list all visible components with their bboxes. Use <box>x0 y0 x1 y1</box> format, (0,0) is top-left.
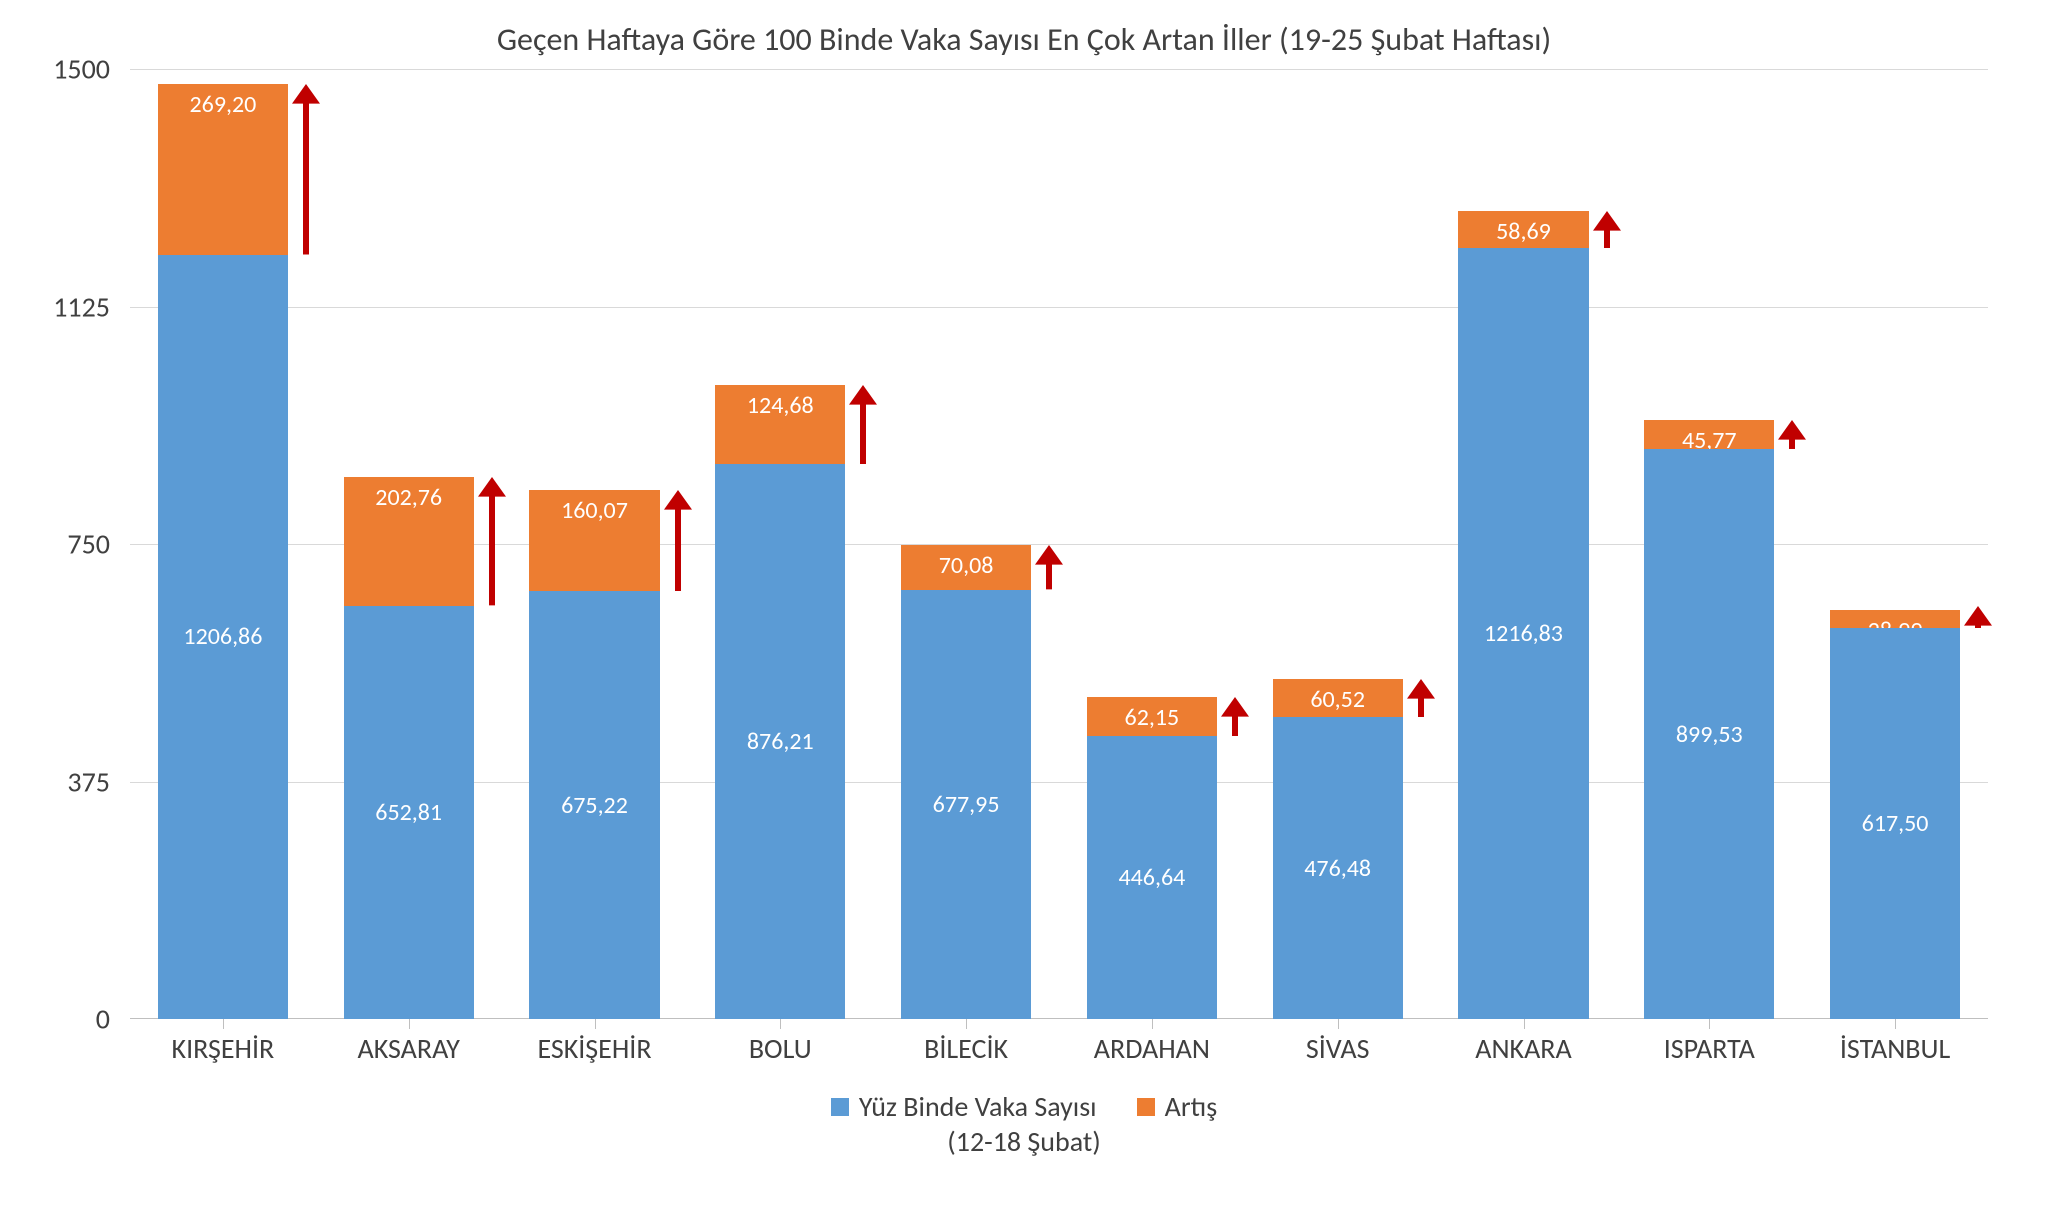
legend-label-increase: Artış <box>1165 1089 1218 1124</box>
bar-stack: 124,68876,21 <box>715 385 845 1019</box>
bar-segment-increase: 62,15 <box>1087 697 1217 736</box>
bar-group: 58,691216,83 <box>1431 69 1617 1019</box>
bars-area: 269,201206,86 202,76652,81 160,07675,22 124… <box>130 69 1988 1019</box>
bar-segment-base: 675,22 <box>529 591 659 1019</box>
bar-segment-base: 476,48 <box>1273 717 1403 1019</box>
x-tick <box>966 1019 967 1029</box>
bar-segment-base: 652,81 <box>344 606 474 1019</box>
bar-segment-base: 876,21 <box>715 464 845 1019</box>
bar-segment-increase: 160,07 <box>529 490 659 591</box>
x-tick <box>1152 1019 1153 1029</box>
bar-group: 70,08677,95 <box>873 69 1059 1019</box>
bar-stack: 45,77899,53 <box>1644 420 1774 1019</box>
legend-item-increase: Artış <box>1137 1089 1218 1124</box>
bar-group: 202,76652,81 <box>316 69 502 1019</box>
bar-group: 124,68876,21 <box>687 69 873 1019</box>
y-tick-label: 0 <box>96 1002 110 1037</box>
bar-segment-increase: 124,68 <box>715 385 845 464</box>
bar-group: 28,99617,50 <box>1802 69 1988 1019</box>
y-tick-label: 375 <box>67 764 110 799</box>
x-tick <box>1895 1019 1896 1029</box>
bar-group: 60,52476,48 <box>1245 69 1431 1019</box>
y-tick-label: 1500 <box>53 52 110 87</box>
x-tick <box>1338 1019 1339 1029</box>
bar-segment-base: 677,95 <box>901 590 1031 1019</box>
y-axis-labels: 037575011251500 <box>40 69 120 1019</box>
legend-label-base: Yüz Binde Vaka Sayısı <box>859 1089 1097 1124</box>
bar-segment-base: 446,64 <box>1087 736 1217 1019</box>
x-tick <box>1524 1019 1525 1029</box>
y-tick-label: 1125 <box>53 289 110 324</box>
bar-segment-increase: 58,69 <box>1458 211 1588 248</box>
bar-stack: 58,691216,83 <box>1458 211 1588 1019</box>
bar-segment-base: 899,53 <box>1644 449 1774 1019</box>
chart-container: Geçen Haftaya Göre 100 Binde Vaka Sayısı… <box>0 0 2048 1211</box>
y-tick-label: 750 <box>67 527 110 562</box>
bar-group: 45,77899,53 <box>1616 69 1802 1019</box>
arrow-up-icon <box>1964 606 1992 628</box>
bar-stack: 70,08677,95 <box>901 545 1031 1019</box>
x-tick <box>223 1019 224 1029</box>
bar-stack: 28,99617,50 <box>1830 610 1960 1019</box>
legend-item-base: Yüz Binde Vaka Sayısı <box>831 1089 1097 1124</box>
bar-group: 269,201206,86 <box>130 69 316 1019</box>
legend-swatch-increase <box>1137 1098 1155 1116</box>
bar-segment-increase: 70,08 <box>901 545 1031 589</box>
legend-line: Yüz Binde Vaka Sayısı Artış <box>40 1089 2008 1124</box>
bar-segment-increase: 28,99 <box>1830 610 1960 628</box>
bar-segment-increase: 269,20 <box>158 84 288 254</box>
bar-stack: 62,15446,64 <box>1087 697 1217 1019</box>
bar-group: 62,15446,64 <box>1059 69 1245 1019</box>
x-tick <box>1709 1019 1710 1029</box>
bar-segment-increase: 45,77 <box>1644 420 1774 449</box>
x-tick <box>409 1019 410 1029</box>
bar-group: 160,07675,22 <box>502 69 688 1019</box>
legend-swatch-base <box>831 1098 849 1116</box>
bar-stack: 160,07675,22 <box>529 490 659 1019</box>
bar-segment-base: 617,50 <box>1830 628 1960 1019</box>
bar-segment-increase: 60,52 <box>1273 679 1403 717</box>
bar-stack: 202,76652,81 <box>344 477 474 1019</box>
bar-segment-increase: 202,76 <box>344 477 474 605</box>
bar-stack: 60,52476,48 <box>1273 679 1403 1019</box>
bar-segment-base: 1216,83 <box>1458 248 1588 1019</box>
chart-title: Geçen Haftaya Göre 100 Binde Vaka Sayısı… <box>40 20 2008 59</box>
bar-segment-base: 1206,86 <box>158 255 288 1019</box>
legend: Yüz Binde Vaka Sayısı Artış (12-18 Şubat… <box>40 1089 2008 1159</box>
x-tick <box>780 1019 781 1029</box>
x-tick <box>595 1019 596 1029</box>
plot-area: 037575011251500 269,201206,86202,76652,8… <box>130 69 1988 1079</box>
bar-stack: 269,201206,86 <box>158 84 288 1019</box>
legend-sublabel: (12-18 Şubat) <box>40 1124 2008 1159</box>
